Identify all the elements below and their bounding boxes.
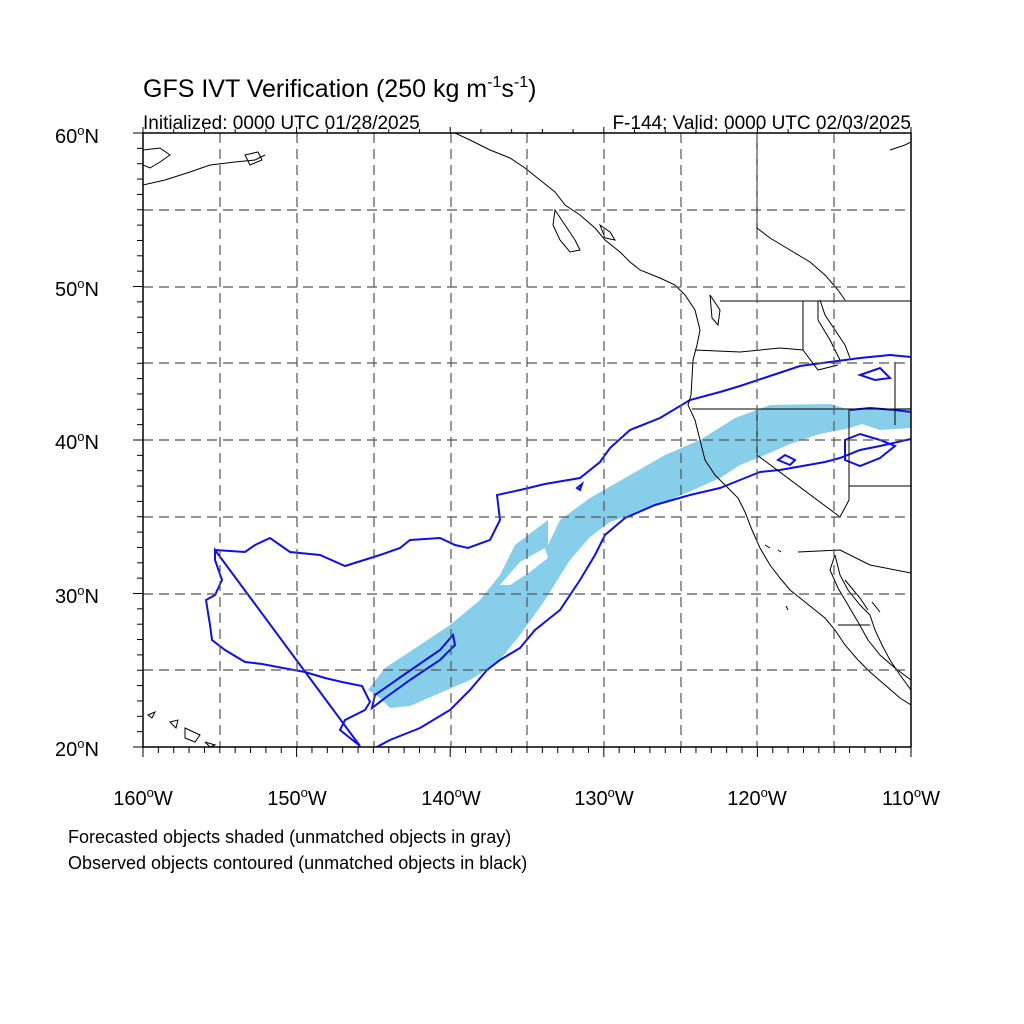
lon-label-130: 130oW [574, 785, 634, 810]
initialized-label: Initialized: 0000 UTC 01/28/2025 [143, 113, 420, 134]
lat-label-60: 60oN [55, 123, 99, 148]
lat-label-40: 40oN [55, 429, 99, 454]
title-main: GFS IVT Verification (250 kg m [143, 75, 487, 103]
lon-label-120: 120oW [727, 785, 787, 810]
title-close: ) [528, 75, 536, 103]
figure-title: GFS IVT Verification (250 kg m-1s-1) [143, 74, 536, 103]
lat-label-30: 30oN [55, 583, 99, 608]
observed-object-inner [370, 632, 457, 711]
footer-forecast-note: Forecasted objects shaded (unmatched obj… [68, 827, 511, 847]
valid-label: F-144: Valid: 0000 UTC 02/03/2025 [612, 113, 911, 134]
lon-label-150: 150oW [267, 785, 327, 810]
forecast-object [368, 404, 911, 708]
map-panel [133, 127, 912, 757]
title-exp1: -1 [487, 74, 501, 91]
title-mid: s [501, 75, 514, 103]
coastlines [143, 133, 911, 747]
lon-label-160: 160oW [113, 785, 173, 810]
lat-label-50: 50oN [55, 276, 99, 301]
title-exp2: -1 [514, 74, 528, 91]
axis-ticks [133, 127, 912, 757]
lat-label-20: 20oN [55, 736, 99, 761]
graticule [143, 133, 911, 747]
footer-observed-note: Observed objects contoured (unmatched ob… [68, 853, 527, 873]
longitude-labels: 160oW 150oW 140oW 130oW 120oW 110oW [113, 785, 940, 810]
lon-label-110: 110oW [882, 785, 940, 810]
lon-label-140: 140oW [421, 785, 481, 810]
forecast-hole [500, 548, 548, 585]
latitude-labels: 60oN 50oN 40oN 30oN 20oN [55, 123, 99, 761]
